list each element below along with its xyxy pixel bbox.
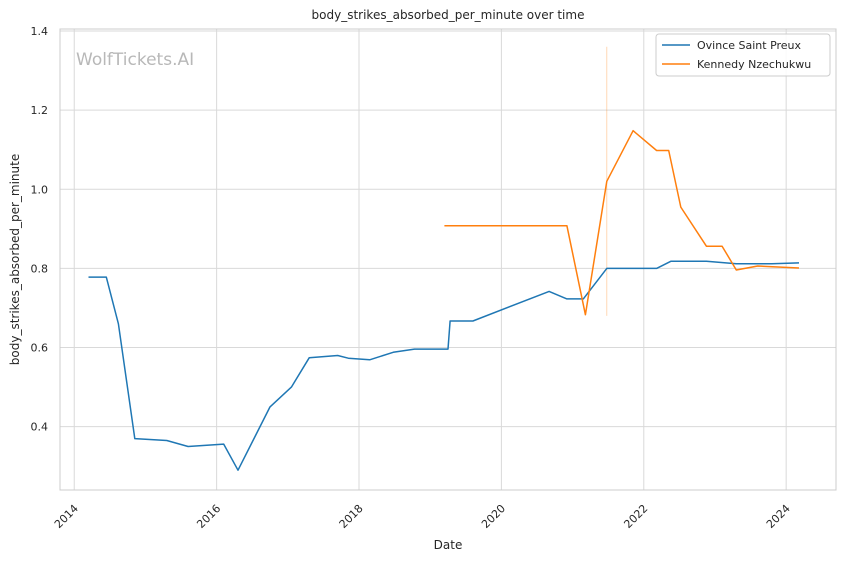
series-line-kennedy-nzechukwu bbox=[444, 129, 800, 316]
legend-label-kennedy-nzechukwu: Kennedy Nzechukwu bbox=[697, 58, 811, 71]
legend-box bbox=[655, 33, 831, 77]
chart-title: body_strikes_absorbed_per_minute over ti… bbox=[312, 8, 585, 22]
plot-frame bbox=[59, 28, 837, 491]
y-tick-label-0-8: 0.8 bbox=[31, 262, 49, 275]
grid bbox=[60, 29, 836, 490]
y-axis-label: body_strikes_absorbed_per_minute bbox=[8, 154, 22, 365]
y-tick-label-0-4: 0.4 bbox=[31, 421, 49, 434]
y-tick-labels: 0.4 0.6 0.8 1.0 1.2 1.4 bbox=[31, 25, 49, 434]
series-line-ovince-saint-preux bbox=[88, 260, 800, 471]
series-layer bbox=[88, 46, 800, 471]
y-tick-label-0-6: 0.6 bbox=[31, 342, 49, 355]
legend-label-ovince-saint-preux: Ovince Saint Preux bbox=[697, 39, 802, 52]
watermark: WolfTickets.AI bbox=[76, 50, 194, 70]
y-tick-label-1-4: 1.4 bbox=[31, 25, 49, 38]
y-tick-label-1-2: 1.2 bbox=[31, 104, 49, 117]
x-axis-label: Date bbox=[434, 538, 463, 552]
legend: Ovince Saint Preux Kennedy Nzechukwu bbox=[655, 33, 831, 77]
y-tick-label-1-0: 1.0 bbox=[31, 183, 49, 196]
